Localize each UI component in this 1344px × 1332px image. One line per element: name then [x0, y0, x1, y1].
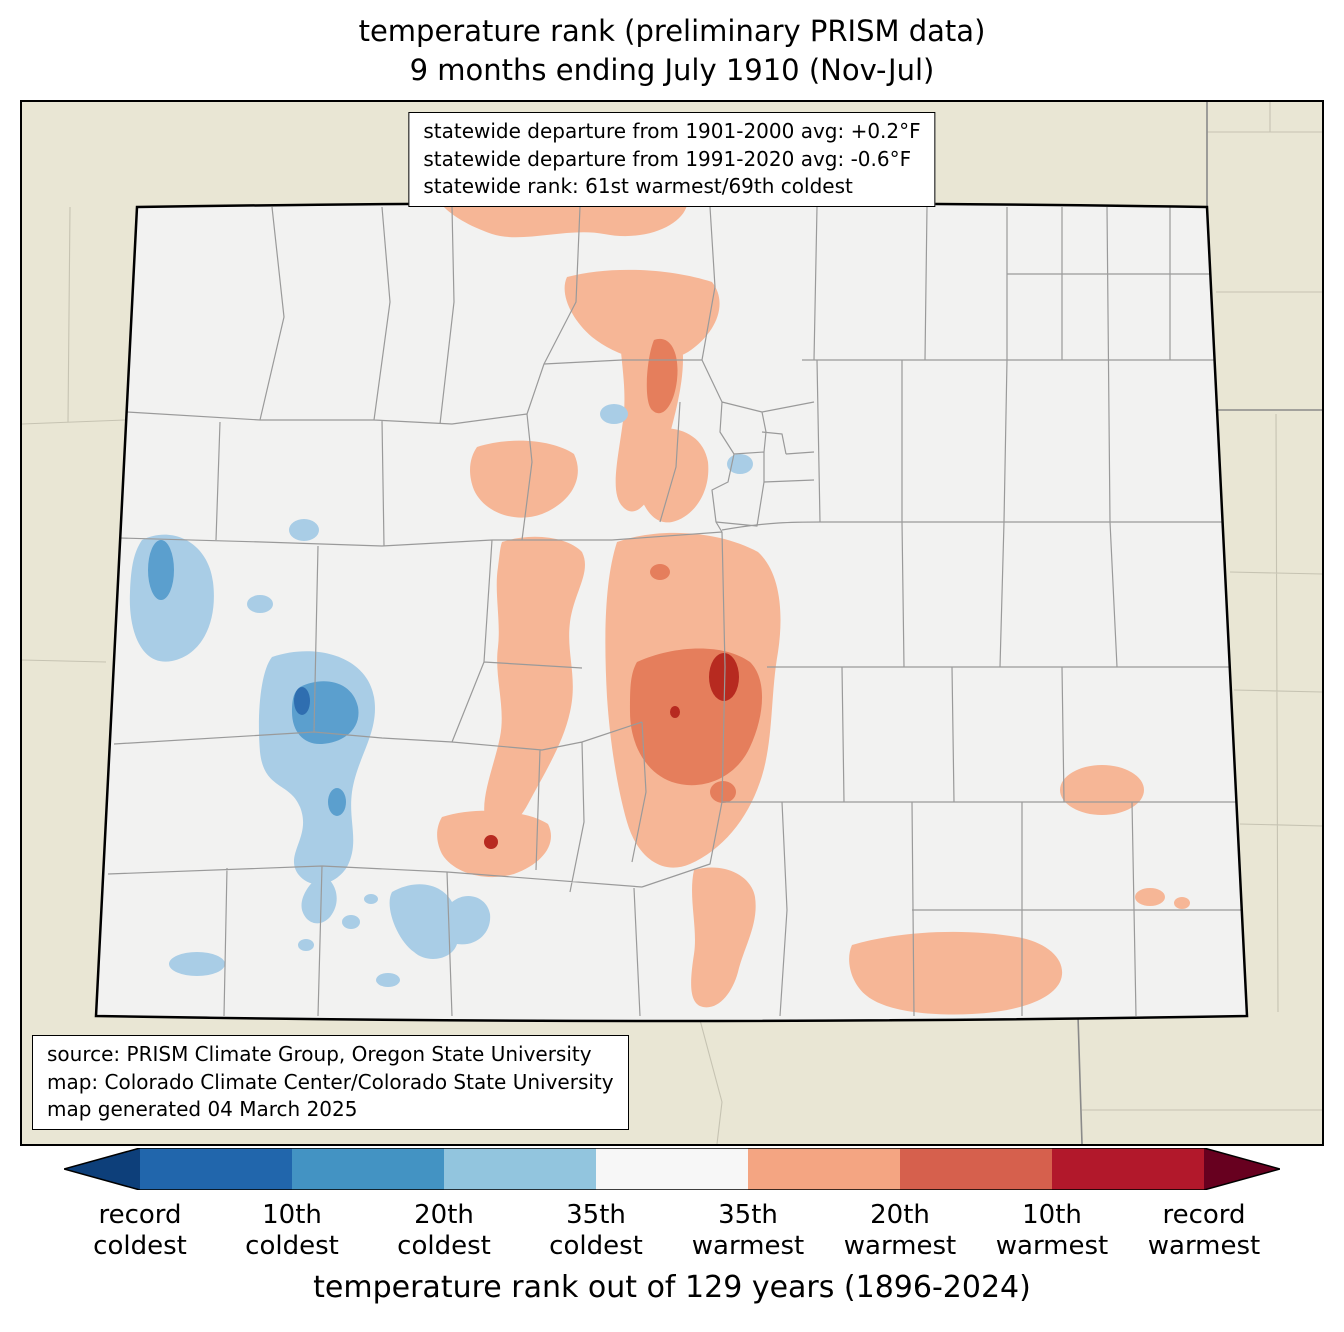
temperature-anomaly-layers [107, 205, 1242, 1017]
county-boundaries [107, 206, 1242, 1017]
source-line: map: Colorado Climate Center/Colorado St… [47, 1069, 614, 1094]
stats-box: statewide departure from 1901-2000 avg: … [408, 112, 936, 207]
colorbar-segment [900, 1148, 1052, 1190]
colorbar-arrow-left [64, 1148, 140, 1190]
colorbar-arrow-right [1204, 1148, 1280, 1190]
stats-line: statewide rank: 61st warmest/69th coldes… [423, 174, 853, 199]
colorbar-label: 20th warmest [843, 1200, 957, 1262]
cold-deep-blobs [294, 687, 310, 715]
source-line: source: PRISM Climate Group, Oregon Stat… [47, 1042, 592, 1067]
map-frame: statewide departure from 1901-2000 avg: … [20, 100, 1324, 1146]
colorbar-segment [748, 1148, 900, 1190]
colorbar-label: 20th coldest [397, 1200, 491, 1262]
colorbar-label: record warmest [1147, 1200, 1261, 1262]
colorbar-scale [64, 1148, 1280, 1190]
title-line-1: temperature rank (preliminary PRISM data… [358, 14, 986, 48]
neighbor-county-lines [22, 102, 1322, 1144]
colorbar-segment [140, 1148, 292, 1190]
colorbar-label: 35th warmest [691, 1200, 805, 1262]
colorbar-segment [444, 1148, 596, 1190]
colorbar-label: 10th coldest [245, 1200, 339, 1262]
title-line-2: 9 months ending July 1910 (Nov-Jul) [409, 52, 935, 87]
cold-mid-blobs [148, 540, 359, 816]
colorbar-labels: record coldest 10th coldest 20th coldest… [64, 1200, 1280, 1262]
colorbar-label: record coldest [93, 1200, 187, 1262]
colorbar: record coldest 10th coldest 20th coldest… [64, 1148, 1280, 1262]
warm-pale-blobs [437, 205, 1190, 1015]
colorbar-label: 35th coldest [549, 1200, 643, 1262]
colorbar-segment [292, 1148, 444, 1190]
figure-title: temperature rank (preliminary PRISM data… [0, 12, 1344, 89]
colorado-map [22, 102, 1322, 1144]
source-box: source: PRISM Climate Group, Oregon Stat… [32, 1035, 629, 1130]
stats-line: statewide departure from 1991-2020 avg: … [423, 146, 912, 171]
colorbar-caption: temperature rank out of 129 years (1896-… [313, 1270, 1031, 1305]
colorbar-segment [596, 1148, 748, 1190]
stats-line: statewide departure from 1901-2000 avg: … [423, 119, 921, 143]
warm-deep-blobs [484, 653, 739, 849]
neighbor-state-lines [1077, 102, 1322, 1144]
source-line: map generated 04 March 2025 [47, 1097, 358, 1122]
colorbar-segment [1052, 1148, 1204, 1190]
colorbar-label: 10th warmest [995, 1200, 1109, 1262]
